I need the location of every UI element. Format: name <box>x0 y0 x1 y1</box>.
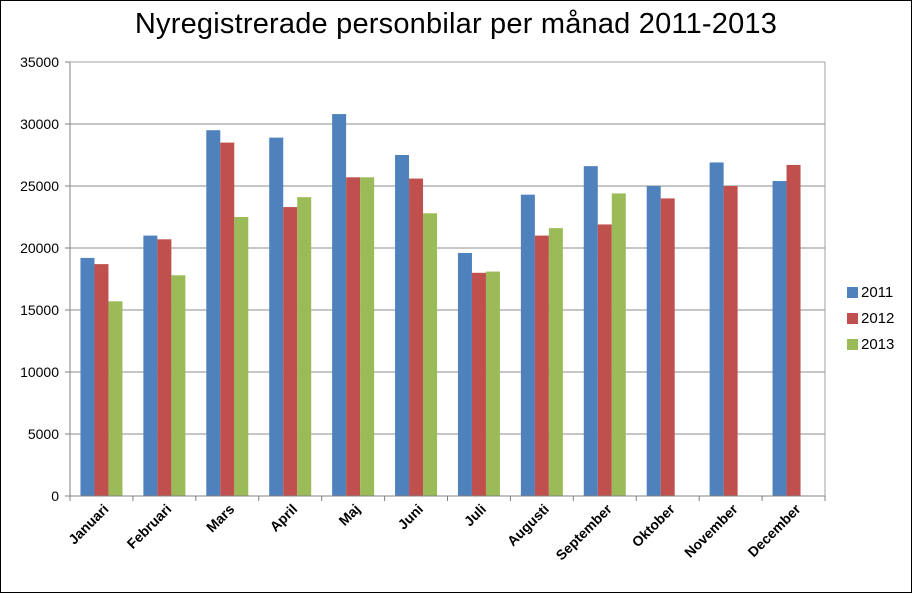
bar-2011-april <box>269 137 284 496</box>
bar-2013-september <box>611 193 626 496</box>
x-tick-label: Augusti <box>504 501 552 549</box>
x-tick-label: Juni <box>394 501 426 533</box>
y-tick-label: 10000 <box>20 364 59 380</box>
y-axis-tick-labels: 0 5000 10000 15000 20000 25000 30000 35000 <box>20 54 59 504</box>
bar-2011-augusti <box>520 194 535 496</box>
bar-2011-mars <box>206 130 221 496</box>
bar-2013-februari <box>171 275 186 496</box>
bar-2013-augusti <box>548 228 563 496</box>
x-tick-label: November <box>681 500 741 560</box>
legend-swatch <box>847 339 858 350</box>
bar-2013-mars <box>234 217 249 496</box>
legend: 2011 2012 2013 <box>847 284 894 353</box>
axes <box>69 61 826 501</box>
bar-2013-maj <box>360 177 375 496</box>
bar-2012-mars <box>220 142 235 496</box>
bar-2012-januari <box>94 264 109 496</box>
bar-2012-februari <box>157 239 172 496</box>
y-tick-label: 30000 <box>20 116 59 132</box>
legend-label: 2012 <box>861 310 894 327</box>
legend-label: 2013 <box>861 336 894 353</box>
x-tick-label: April <box>266 501 300 535</box>
legend-swatch <box>847 287 858 298</box>
x-tick-label: Maj <box>335 501 363 529</box>
bar-2012-september <box>597 224 612 496</box>
bar-2012-juni <box>409 178 424 496</box>
bar-2011-november <box>709 162 724 496</box>
bar-2013-april <box>297 197 312 496</box>
bar-2012-maj <box>346 177 361 496</box>
y-tick-label: 15000 <box>20 302 59 318</box>
bar-2011-oktober <box>646 186 661 496</box>
bar-2011-september <box>583 166 598 496</box>
bar-2011-juli <box>457 252 472 496</box>
y-tick-label: 5000 <box>28 426 59 442</box>
y-tick-label: 35000 <box>20 54 59 70</box>
bar-2012-november <box>723 186 738 496</box>
x-tick-label: December <box>744 500 804 560</box>
bar-2012-augusti <box>534 235 549 496</box>
chart-title: Nyregistrerade personbilar per månad 201… <box>134 8 778 40</box>
x-tick-label: Oktober <box>629 500 679 550</box>
bars <box>80 114 801 497</box>
x-tick-label: Juli <box>461 501 489 529</box>
bar-2012-december <box>786 164 801 497</box>
y-tick-label: 20000 <box>20 240 59 256</box>
bar-2012-oktober <box>660 198 675 496</box>
x-tick-label: Januari <box>65 501 112 548</box>
x-tick-label: Februari <box>124 501 175 552</box>
bar-2011-december <box>772 181 787 497</box>
x-tick-label: Mars <box>203 501 238 536</box>
bar-2011-januari <box>80 257 95 496</box>
legend-swatch <box>847 313 858 324</box>
bar-2011-juni <box>395 155 410 496</box>
x-axis-tick-labels: Januari Februari Mars April Maj Juni Juli Augus… <box>65 500 804 563</box>
legend-label: 2011 <box>861 284 893 301</box>
bar-2012-juli <box>471 272 486 496</box>
bar-2013-juli <box>485 271 500 496</box>
y-tick-label: 25000 <box>20 178 59 194</box>
bar-2012-april <box>283 207 298 496</box>
bar-2013-januari <box>108 301 123 496</box>
bar-2011-februari <box>143 235 158 496</box>
x-tick-label: September <box>552 500 615 563</box>
bar-2013-juni <box>423 213 438 496</box>
bar-2011-maj <box>332 114 347 496</box>
y-tick-label: 0 <box>51 488 59 504</box>
